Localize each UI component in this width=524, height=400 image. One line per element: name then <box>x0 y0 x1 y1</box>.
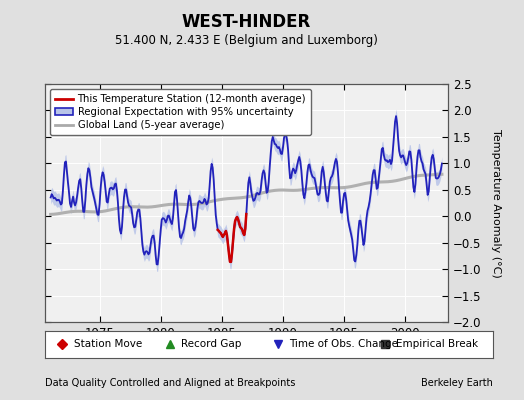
Text: Data Quality Controlled and Aligned at Breakpoints: Data Quality Controlled and Aligned at B… <box>45 378 295 388</box>
Legend: This Temperature Station (12-month average), Regional Expectation with 95% uncer: This Temperature Station (12-month avera… <box>50 89 311 135</box>
Text: 51.400 N, 2.433 E (Belgium and Luxemborg): 51.400 N, 2.433 E (Belgium and Luxemborg… <box>115 34 378 47</box>
Text: Berkeley Earth: Berkeley Earth <box>421 378 493 388</box>
Text: Record Gap: Record Gap <box>181 339 242 349</box>
Y-axis label: Temperature Anomaly (°C): Temperature Anomaly (°C) <box>491 129 501 277</box>
Text: Empirical Break: Empirical Break <box>396 339 478 349</box>
Text: Time of Obs. Change: Time of Obs. Change <box>289 339 398 349</box>
Text: WEST-HINDER: WEST-HINDER <box>182 13 311 31</box>
Text: Station Move: Station Move <box>74 339 142 349</box>
